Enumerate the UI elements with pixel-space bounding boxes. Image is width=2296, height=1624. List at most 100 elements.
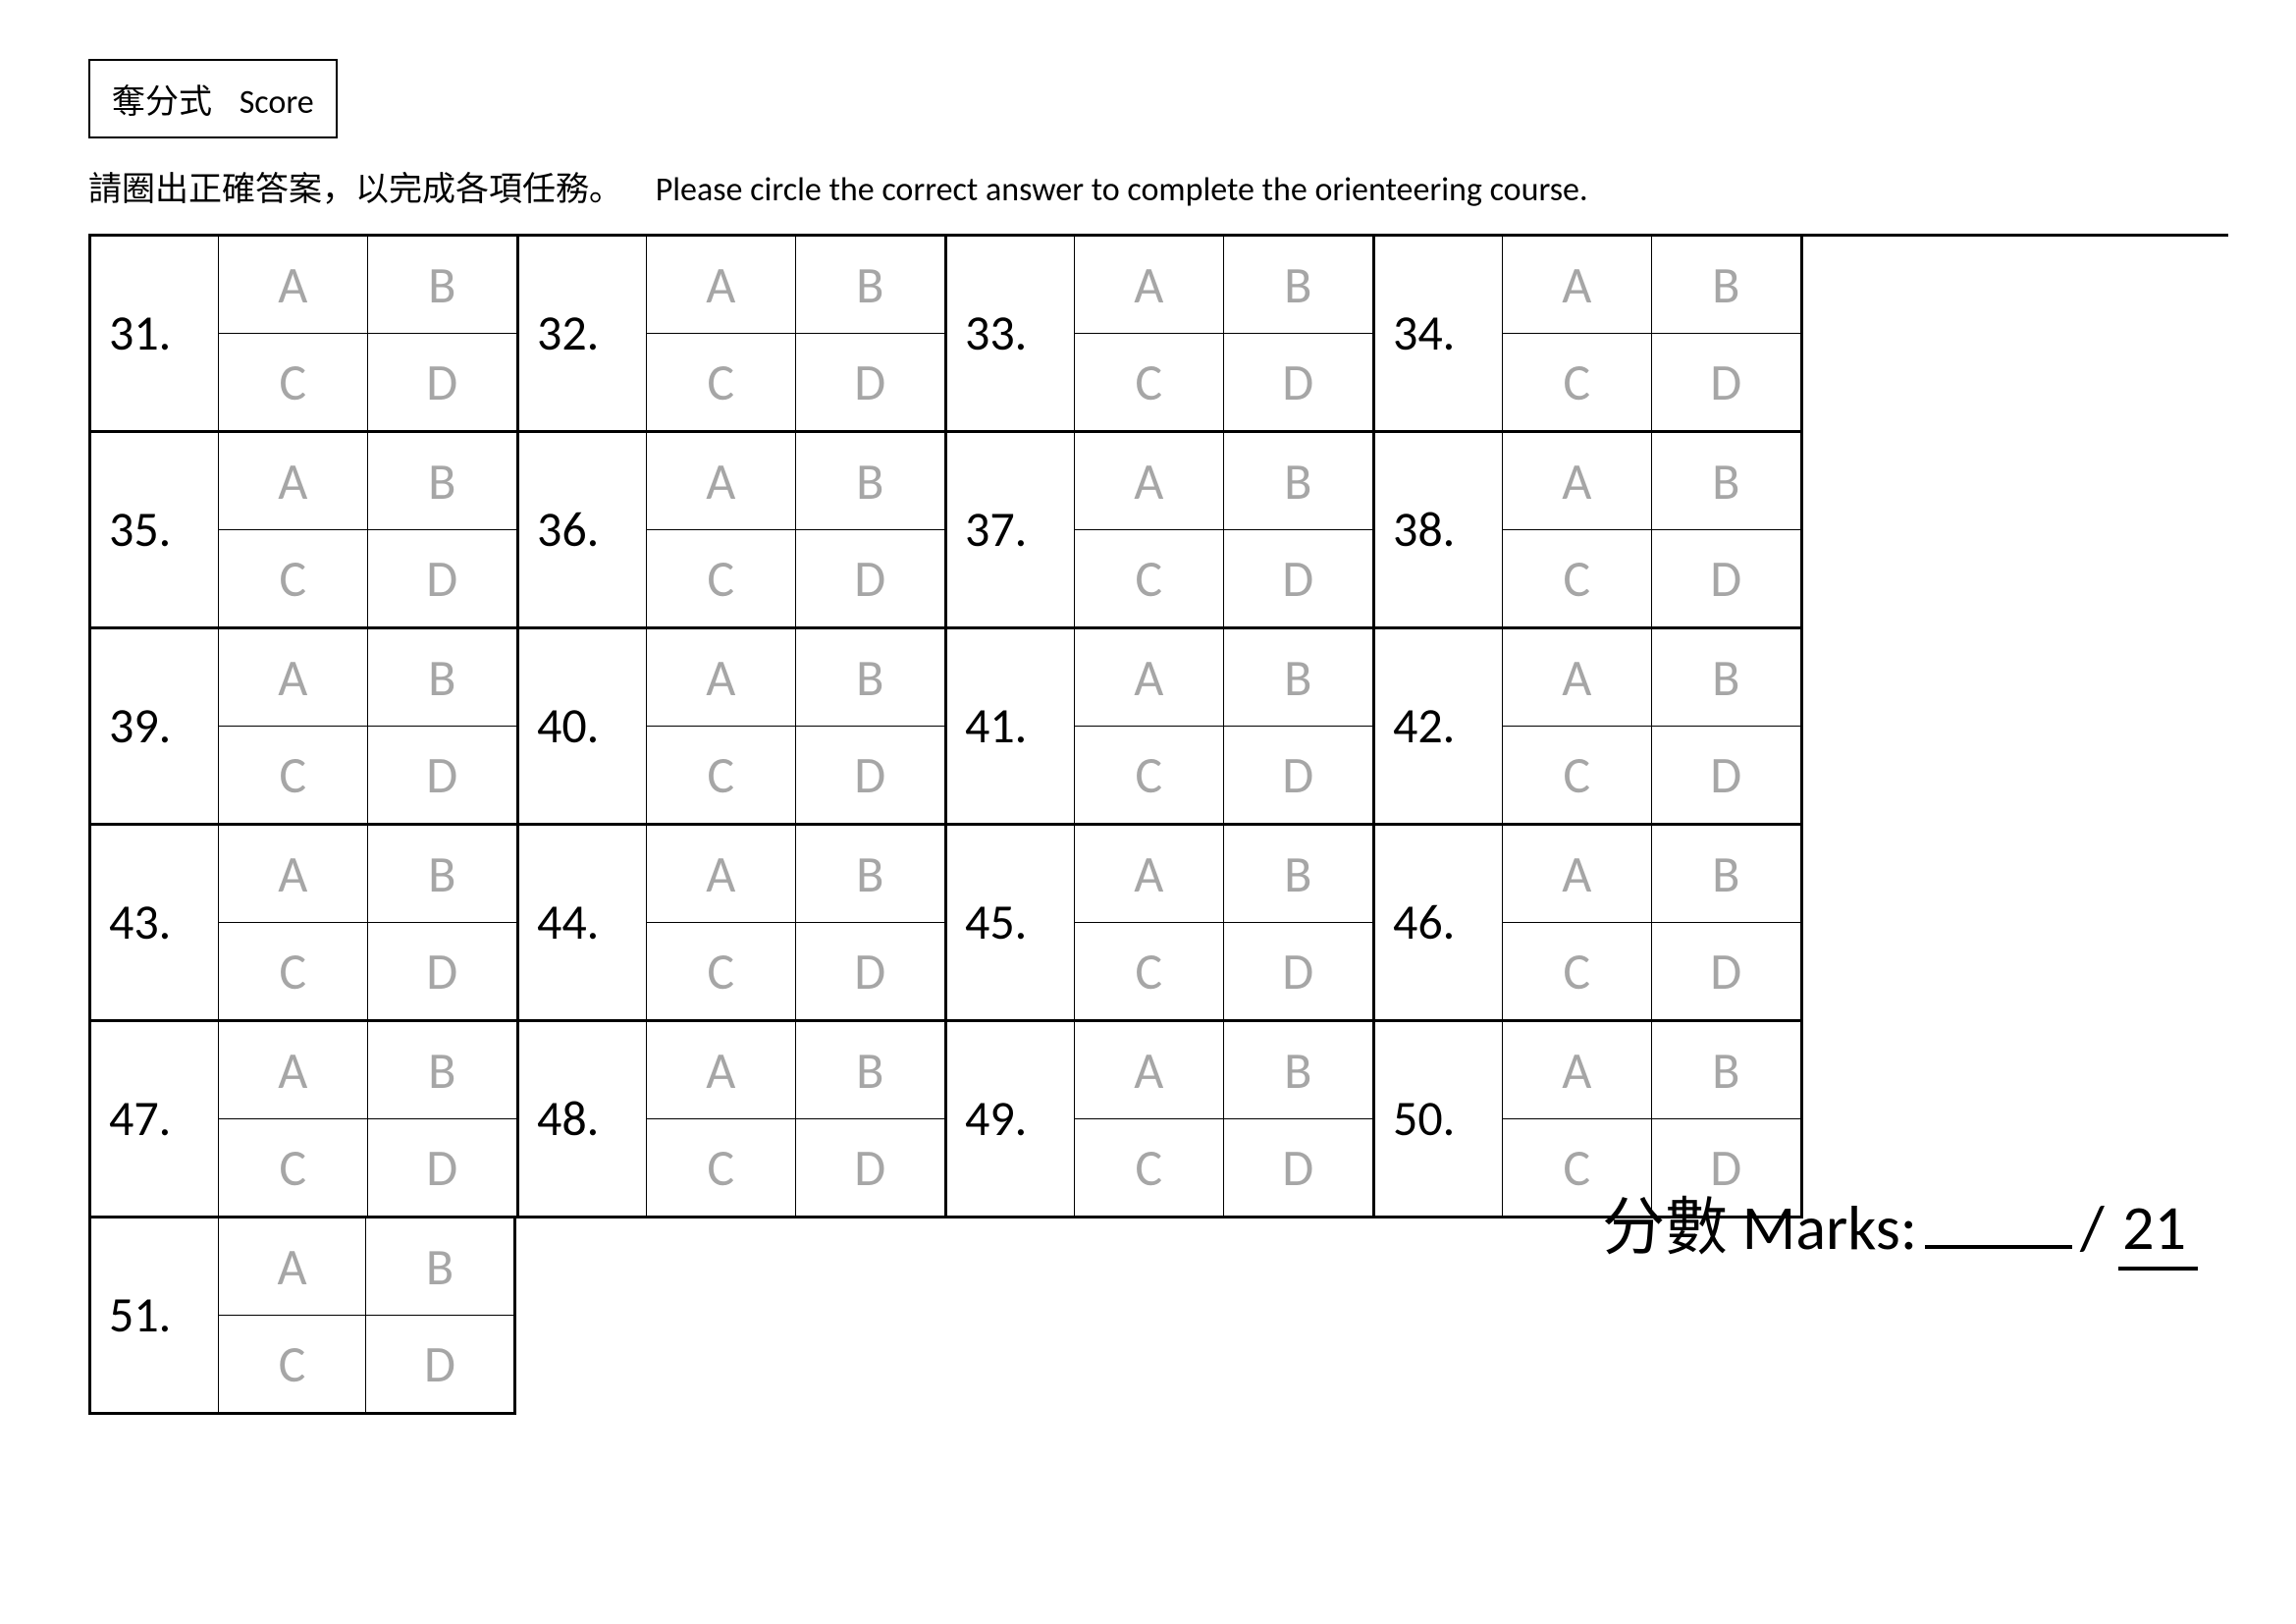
option-d[interactable]: D [1224, 923, 1373, 1020]
option-a[interactable]: A [1075, 826, 1224, 923]
option-b[interactable]: B [366, 1218, 513, 1316]
option-c[interactable]: C [1075, 923, 1224, 1020]
option-d[interactable]: D [1224, 334, 1373, 431]
option-a[interactable]: A [1503, 1022, 1652, 1119]
question-number: 39. [91, 629, 219, 823]
option-a[interactable]: A [1503, 237, 1652, 334]
option-b[interactable]: B [796, 237, 945, 334]
option-b[interactable]: B [1224, 629, 1373, 727]
option-b[interactable]: B [796, 826, 945, 923]
option-b[interactable]: B [368, 237, 517, 334]
option-b[interactable]: B [1652, 826, 1801, 923]
option-c[interactable]: C [1075, 530, 1224, 627]
option-c[interactable]: C [1503, 530, 1652, 627]
option-a[interactable]: A [219, 1218, 366, 1316]
options-grid: ABCD [1503, 629, 1800, 823]
option-a[interactable]: A [1503, 629, 1652, 727]
instruction-zh: 請圈出正確答案，以完成各項任務。 [88, 170, 622, 210]
option-c[interactable]: C [1075, 334, 1224, 431]
option-b[interactable]: B [1224, 237, 1373, 334]
option-c[interactable]: C [647, 727, 796, 824]
question-number: 44. [519, 826, 647, 1019]
question-block: 49.ABCD [947, 1022, 1375, 1218]
option-b[interactable]: B [796, 433, 945, 530]
option-a[interactable]: A [647, 826, 796, 923]
marks-label-en: Marks: [1742, 1190, 1917, 1267]
marks-blank[interactable] [1925, 1245, 2072, 1249]
option-b[interactable]: B [796, 1022, 945, 1119]
option-c[interactable]: C [647, 334, 796, 431]
option-c[interactable]: C [1503, 923, 1652, 1020]
option-a[interactable]: A [647, 629, 796, 727]
option-d[interactable]: D [366, 1316, 513, 1413]
question-block: 31.ABCD [91, 237, 519, 433]
option-a[interactable]: A [219, 826, 368, 923]
option-d[interactable]: D [368, 530, 517, 627]
option-c[interactable]: C [219, 1119, 368, 1217]
option-d[interactable]: D [368, 334, 517, 431]
option-b[interactable]: B [368, 1022, 517, 1119]
option-d[interactable]: D [368, 923, 517, 1020]
option-c[interactable]: C [647, 1119, 796, 1217]
question-number: 49. [947, 1022, 1075, 1216]
option-d[interactable]: D [368, 1119, 517, 1217]
option-b[interactable]: B [1224, 433, 1373, 530]
question-block: 46.ABCD [1375, 826, 1803, 1022]
option-b[interactable]: B [1224, 1022, 1373, 1119]
option-d[interactable]: D [1224, 1119, 1373, 1217]
option-c[interactable]: C [1503, 334, 1652, 431]
option-b[interactable]: B [368, 826, 517, 923]
option-a[interactable]: A [219, 629, 368, 727]
option-d[interactable]: D [1224, 530, 1373, 627]
question-number: 33. [947, 237, 1075, 430]
option-c[interactable]: C [1075, 1119, 1224, 1217]
option-d[interactable]: D [796, 1119, 945, 1217]
option-d[interactable]: D [1652, 923, 1801, 1020]
option-a[interactable]: A [219, 433, 368, 530]
option-a[interactable]: A [647, 433, 796, 530]
option-b[interactable]: B [368, 433, 517, 530]
option-c[interactable]: C [647, 530, 796, 627]
option-d[interactable]: D [1652, 530, 1801, 627]
options-grid: ABCD [219, 629, 516, 823]
option-c[interactable]: C [647, 923, 796, 1020]
option-a[interactable]: A [219, 237, 368, 334]
options-grid: ABCD [1075, 826, 1372, 1019]
question-block: 35.ABCD [91, 433, 519, 629]
option-d[interactable]: D [1652, 334, 1801, 431]
option-b[interactable]: B [1652, 237, 1801, 334]
option-a[interactable]: A [1075, 237, 1224, 334]
option-b[interactable]: B [368, 629, 517, 727]
option-a[interactable]: A [1503, 826, 1652, 923]
option-a[interactable]: A [647, 1022, 796, 1119]
option-c[interactable]: C [219, 1316, 366, 1413]
option-a[interactable]: A [1075, 1022, 1224, 1119]
question-block: 45.ABCD [947, 826, 1375, 1022]
option-c[interactable]: C [1503, 727, 1652, 824]
option-c[interactable]: C [1075, 727, 1224, 824]
option-b[interactable]: B [1652, 629, 1801, 727]
option-a[interactable]: A [1503, 433, 1652, 530]
option-c[interactable]: C [219, 530, 368, 627]
option-c[interactable]: C [219, 923, 368, 1020]
option-b[interactable]: B [1652, 1022, 1801, 1119]
option-d[interactable]: D [368, 727, 517, 824]
question-block: 44.ABCD [519, 826, 947, 1022]
option-d[interactable]: D [796, 923, 945, 1020]
option-a[interactable]: A [1075, 629, 1224, 727]
options-grid: ABCD [647, 433, 944, 626]
option-b[interactable]: B [796, 629, 945, 727]
option-c[interactable]: C [219, 727, 368, 824]
option-d[interactable]: D [796, 334, 945, 431]
option-a[interactable]: A [647, 237, 796, 334]
option-b[interactable]: B [1224, 826, 1373, 923]
option-b[interactable]: B [1652, 433, 1801, 530]
option-d[interactable]: D [796, 727, 945, 824]
option-c[interactable]: C [219, 334, 368, 431]
option-d[interactable]: D [1224, 727, 1373, 824]
option-d[interactable]: D [1652, 727, 1801, 824]
option-d[interactable]: D [796, 530, 945, 627]
option-a[interactable]: A [219, 1022, 368, 1119]
option-a[interactable]: A [1075, 433, 1224, 530]
options-grid: ABCD [1075, 629, 1372, 823]
